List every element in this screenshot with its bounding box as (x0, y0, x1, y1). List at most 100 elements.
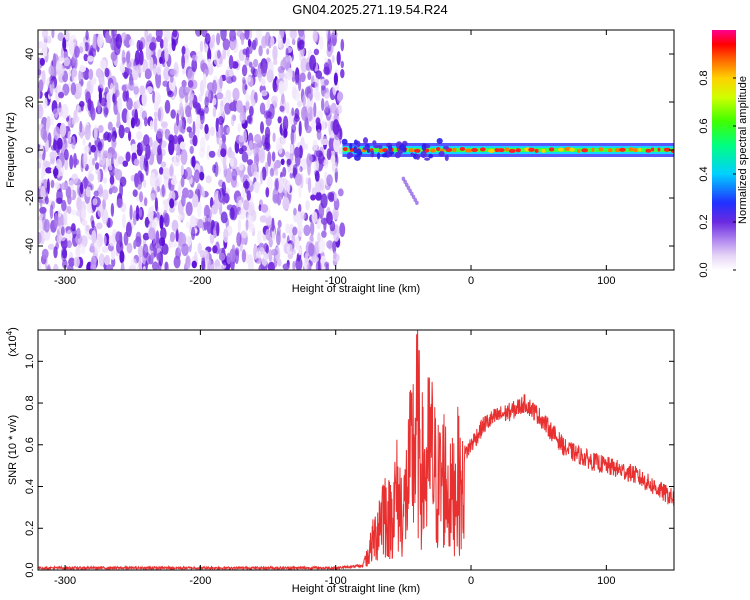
carrier-peak-cell (528, 147, 535, 152)
noise-cell (321, 119, 326, 131)
snr-panel: -300 -200 -100 0 100 0.0 0.2 0.4 0.6 0.8 1.0 Heig… (5, 327, 675, 595)
noise-cell (208, 209, 212, 219)
noise-cell (112, 85, 116, 94)
noise-cell (45, 167, 53, 174)
noise-cell (99, 155, 106, 167)
noise-cell (204, 123, 209, 135)
noise-cell (93, 190, 100, 197)
noise-cell (80, 244, 86, 255)
noise-cell (329, 220, 336, 232)
noise-cell (226, 48, 230, 57)
noise-cell (98, 69, 103, 80)
noise-cell (225, 89, 232, 101)
noise-cell (328, 192, 335, 203)
noise-cell (58, 107, 63, 117)
noise-cell (275, 179, 279, 191)
colorbar-tick-label: 0.8 (698, 70, 710, 85)
snr-y-ticks: 0.0 0.2 0.4 0.6 0.8 1.0 (24, 354, 674, 578)
noise-cell (271, 217, 275, 232)
noise-cell (93, 77, 97, 85)
noise-cell (49, 204, 54, 219)
noise-cell (331, 55, 335, 63)
noise-cell (220, 148, 227, 158)
noise-cell (280, 158, 285, 165)
noise-cell (315, 70, 323, 80)
noise-cell (329, 132, 336, 139)
heatmap-x-label: Height of straight line (km) (292, 283, 420, 295)
noise-cell (282, 115, 289, 132)
carrier-peak-cell (408, 148, 414, 153)
noise-cell (185, 235, 192, 247)
noise-cell (40, 185, 46, 200)
noise-cell (298, 30, 305, 37)
noise-cell (76, 196, 82, 212)
noise-cell (245, 100, 250, 111)
x-tick-label: 100 (597, 275, 615, 287)
noise-cell (203, 73, 207, 89)
noise-cell (82, 138, 86, 146)
y-tick-label: 0.4 (24, 479, 36, 494)
noise-cell (45, 120, 50, 134)
noise-cell (38, 232, 42, 245)
noise-cell (243, 199, 250, 211)
noise-cell (271, 151, 276, 162)
noise-cell (327, 30, 331, 45)
noise-cell (116, 198, 124, 209)
noise-cell (276, 137, 283, 150)
noise-cell (38, 261, 42, 270)
noise-cell (259, 102, 266, 115)
noise-cell (272, 187, 280, 203)
noise-cell (121, 84, 127, 92)
noise-cell (112, 93, 116, 103)
noise-cell (122, 160, 129, 167)
carrier-clump (421, 143, 427, 151)
noise-cell (101, 246, 109, 253)
noise-cell (177, 214, 184, 221)
noise-cell (144, 68, 152, 80)
carrier-clump (373, 145, 380, 149)
noise-cell (67, 205, 72, 215)
noise-cell (192, 193, 199, 208)
noise-cell (256, 30, 263, 40)
noise-cell (332, 240, 337, 254)
noise-cell (316, 129, 322, 141)
noise-cell (263, 242, 268, 252)
noise-cell (229, 151, 235, 159)
carrier-peak-cell (598, 147, 604, 152)
snr-x-ticks: -300 -200 -100 0 100 (54, 330, 616, 587)
noise-cell (111, 257, 116, 268)
noise-cell (292, 260, 296, 270)
noise-cell (176, 143, 181, 159)
noise-cell (60, 47, 64, 58)
noise-cell (324, 100, 330, 113)
carrier-peak-cell (494, 148, 500, 153)
noise-cell (71, 209, 78, 216)
noise-cell (199, 40, 204, 53)
noise-cell (254, 181, 258, 188)
noise-cell (133, 239, 137, 250)
noise-cell (199, 250, 206, 258)
noise-cell (239, 168, 244, 178)
noise-cell (139, 191, 143, 203)
noise-cell (184, 167, 193, 180)
noise-cell (286, 243, 293, 255)
noise-cell (307, 71, 312, 81)
noise-cell (119, 250, 125, 264)
noise-cell (223, 228, 229, 243)
carrier-clump (389, 151, 395, 155)
noise-cell (186, 116, 193, 124)
tail-streak-dot (415, 200, 419, 205)
noise-cell (191, 226, 196, 241)
noise-cell (159, 214, 164, 230)
noise-cell (47, 243, 55, 250)
noise-cell (212, 245, 218, 254)
noise-cell (42, 30, 49, 40)
noise-cell (39, 57, 46, 66)
noise-cell (248, 140, 254, 151)
noise-cell (123, 231, 129, 246)
noise-cell (90, 264, 97, 270)
noise-cell (90, 144, 97, 153)
noise-cell (113, 150, 117, 160)
noise-cell (129, 204, 133, 221)
noise-cell (64, 30, 71, 41)
